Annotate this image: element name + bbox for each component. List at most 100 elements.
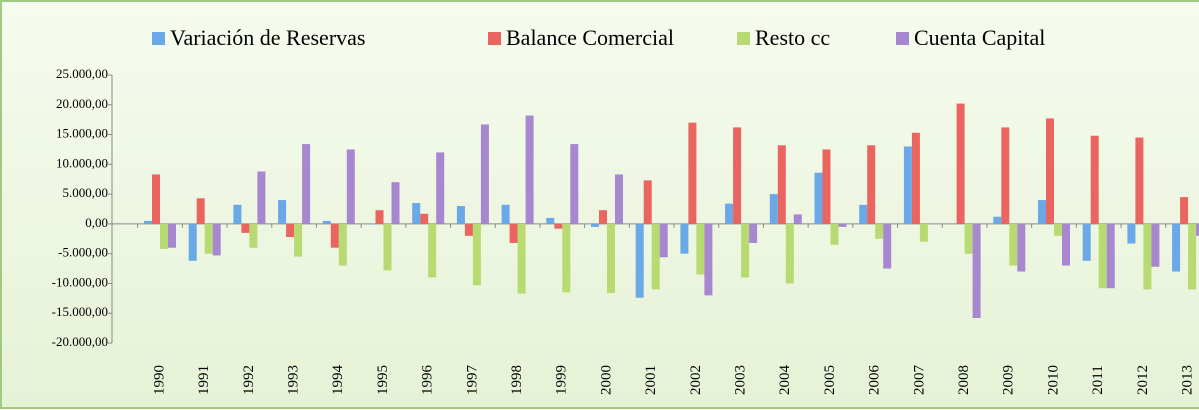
bar xyxy=(696,223,705,275)
bar xyxy=(659,223,668,258)
bar xyxy=(1090,135,1099,224)
bar xyxy=(875,223,884,239)
bar xyxy=(1127,223,1136,244)
bar xyxy=(591,223,599,227)
bar xyxy=(725,203,734,224)
bar xyxy=(1135,137,1144,224)
x-tick-label: 2011 xyxy=(1090,365,1106,394)
bar xyxy=(859,204,868,224)
bar xyxy=(793,214,802,224)
bar xyxy=(554,223,563,229)
bar xyxy=(249,223,258,248)
bar xyxy=(607,223,615,293)
bar xyxy=(1001,127,1010,224)
x-tick-label: 2009 xyxy=(1001,365,1017,395)
y-tick-label: 20.000,00 xyxy=(56,96,108,111)
bar xyxy=(144,220,152,224)
x-tick-label: 2012 xyxy=(1135,365,1151,395)
legend-label: Balance Comercial xyxy=(506,25,674,50)
bar xyxy=(1046,118,1054,224)
x-tick-label: 1999 xyxy=(554,365,570,395)
bar xyxy=(1017,223,1026,272)
bar xyxy=(420,213,429,224)
bar xyxy=(168,223,176,248)
bar xyxy=(517,223,526,294)
bar xyxy=(785,223,794,284)
bar xyxy=(838,223,847,227)
y-tick-label: 10.000,00 xyxy=(56,155,108,170)
bar xyxy=(680,223,689,254)
bar xyxy=(464,223,473,236)
bar xyxy=(643,180,652,224)
bar xyxy=(769,194,778,224)
bar xyxy=(651,223,660,290)
bar xyxy=(1054,223,1062,236)
bar xyxy=(472,223,481,286)
x-tick-label: 2002 xyxy=(688,365,704,395)
bar xyxy=(777,145,786,224)
bar xyxy=(294,223,303,257)
bar xyxy=(822,149,831,224)
bar xyxy=(688,122,697,224)
bar xyxy=(196,198,205,224)
x-tick-label: 1994 xyxy=(330,365,346,396)
bar xyxy=(233,204,242,224)
bar xyxy=(204,223,213,254)
bar xyxy=(412,203,421,224)
x-tick-label: 1993 xyxy=(286,365,302,395)
bar xyxy=(1151,223,1160,267)
bar xyxy=(436,152,445,224)
x-tick-label: 1990 xyxy=(151,365,167,395)
bar xyxy=(1180,197,1189,224)
bar xyxy=(1098,223,1107,289)
x-tick-label: 2001 xyxy=(643,365,659,395)
bar xyxy=(615,174,623,224)
bar xyxy=(830,223,839,245)
bar xyxy=(391,182,400,224)
bar xyxy=(883,223,892,269)
bar xyxy=(302,144,311,224)
bar xyxy=(741,223,750,278)
y-tick-label: 15.000,00 xyxy=(56,126,108,141)
legend-label: Resto cc xyxy=(755,25,830,50)
bar xyxy=(480,124,489,224)
x-tick-label: 1991 xyxy=(196,365,212,395)
bar xyxy=(972,223,981,318)
bar xyxy=(1143,223,1152,290)
bar xyxy=(1038,200,1046,224)
bar xyxy=(1062,223,1070,266)
bar xyxy=(212,223,221,256)
bar xyxy=(322,220,331,224)
bar xyxy=(867,145,876,224)
x-tick-label: 2004 xyxy=(777,365,793,396)
y-tick-label: -20.000,00 xyxy=(52,334,108,349)
bar xyxy=(278,200,287,224)
bar xyxy=(383,223,392,271)
y-tick-label: 25.000,00 xyxy=(56,66,108,81)
bar xyxy=(956,103,965,224)
bar xyxy=(704,223,713,296)
bar xyxy=(911,132,920,224)
bar xyxy=(152,174,160,224)
x-tick-label: 2005 xyxy=(822,365,838,395)
bar xyxy=(367,223,376,225)
x-tick-label: 2013 xyxy=(1180,365,1196,395)
bar xyxy=(501,204,510,224)
x-tick-label: 2000 xyxy=(598,365,614,395)
bar xyxy=(286,223,295,237)
bar xyxy=(241,223,250,233)
x-tick-label: 1998 xyxy=(509,365,525,395)
bar xyxy=(814,172,823,224)
bar xyxy=(330,223,339,248)
bar xyxy=(160,223,168,249)
x-tick-label: 1996 xyxy=(420,365,436,396)
bar xyxy=(509,223,518,243)
x-tick-label: 2003 xyxy=(733,365,749,395)
bar xyxy=(456,206,465,224)
bar xyxy=(1172,223,1181,272)
bar xyxy=(1106,223,1115,289)
x-tick-label: 2010 xyxy=(1045,365,1061,395)
bar xyxy=(1196,223,1199,236)
